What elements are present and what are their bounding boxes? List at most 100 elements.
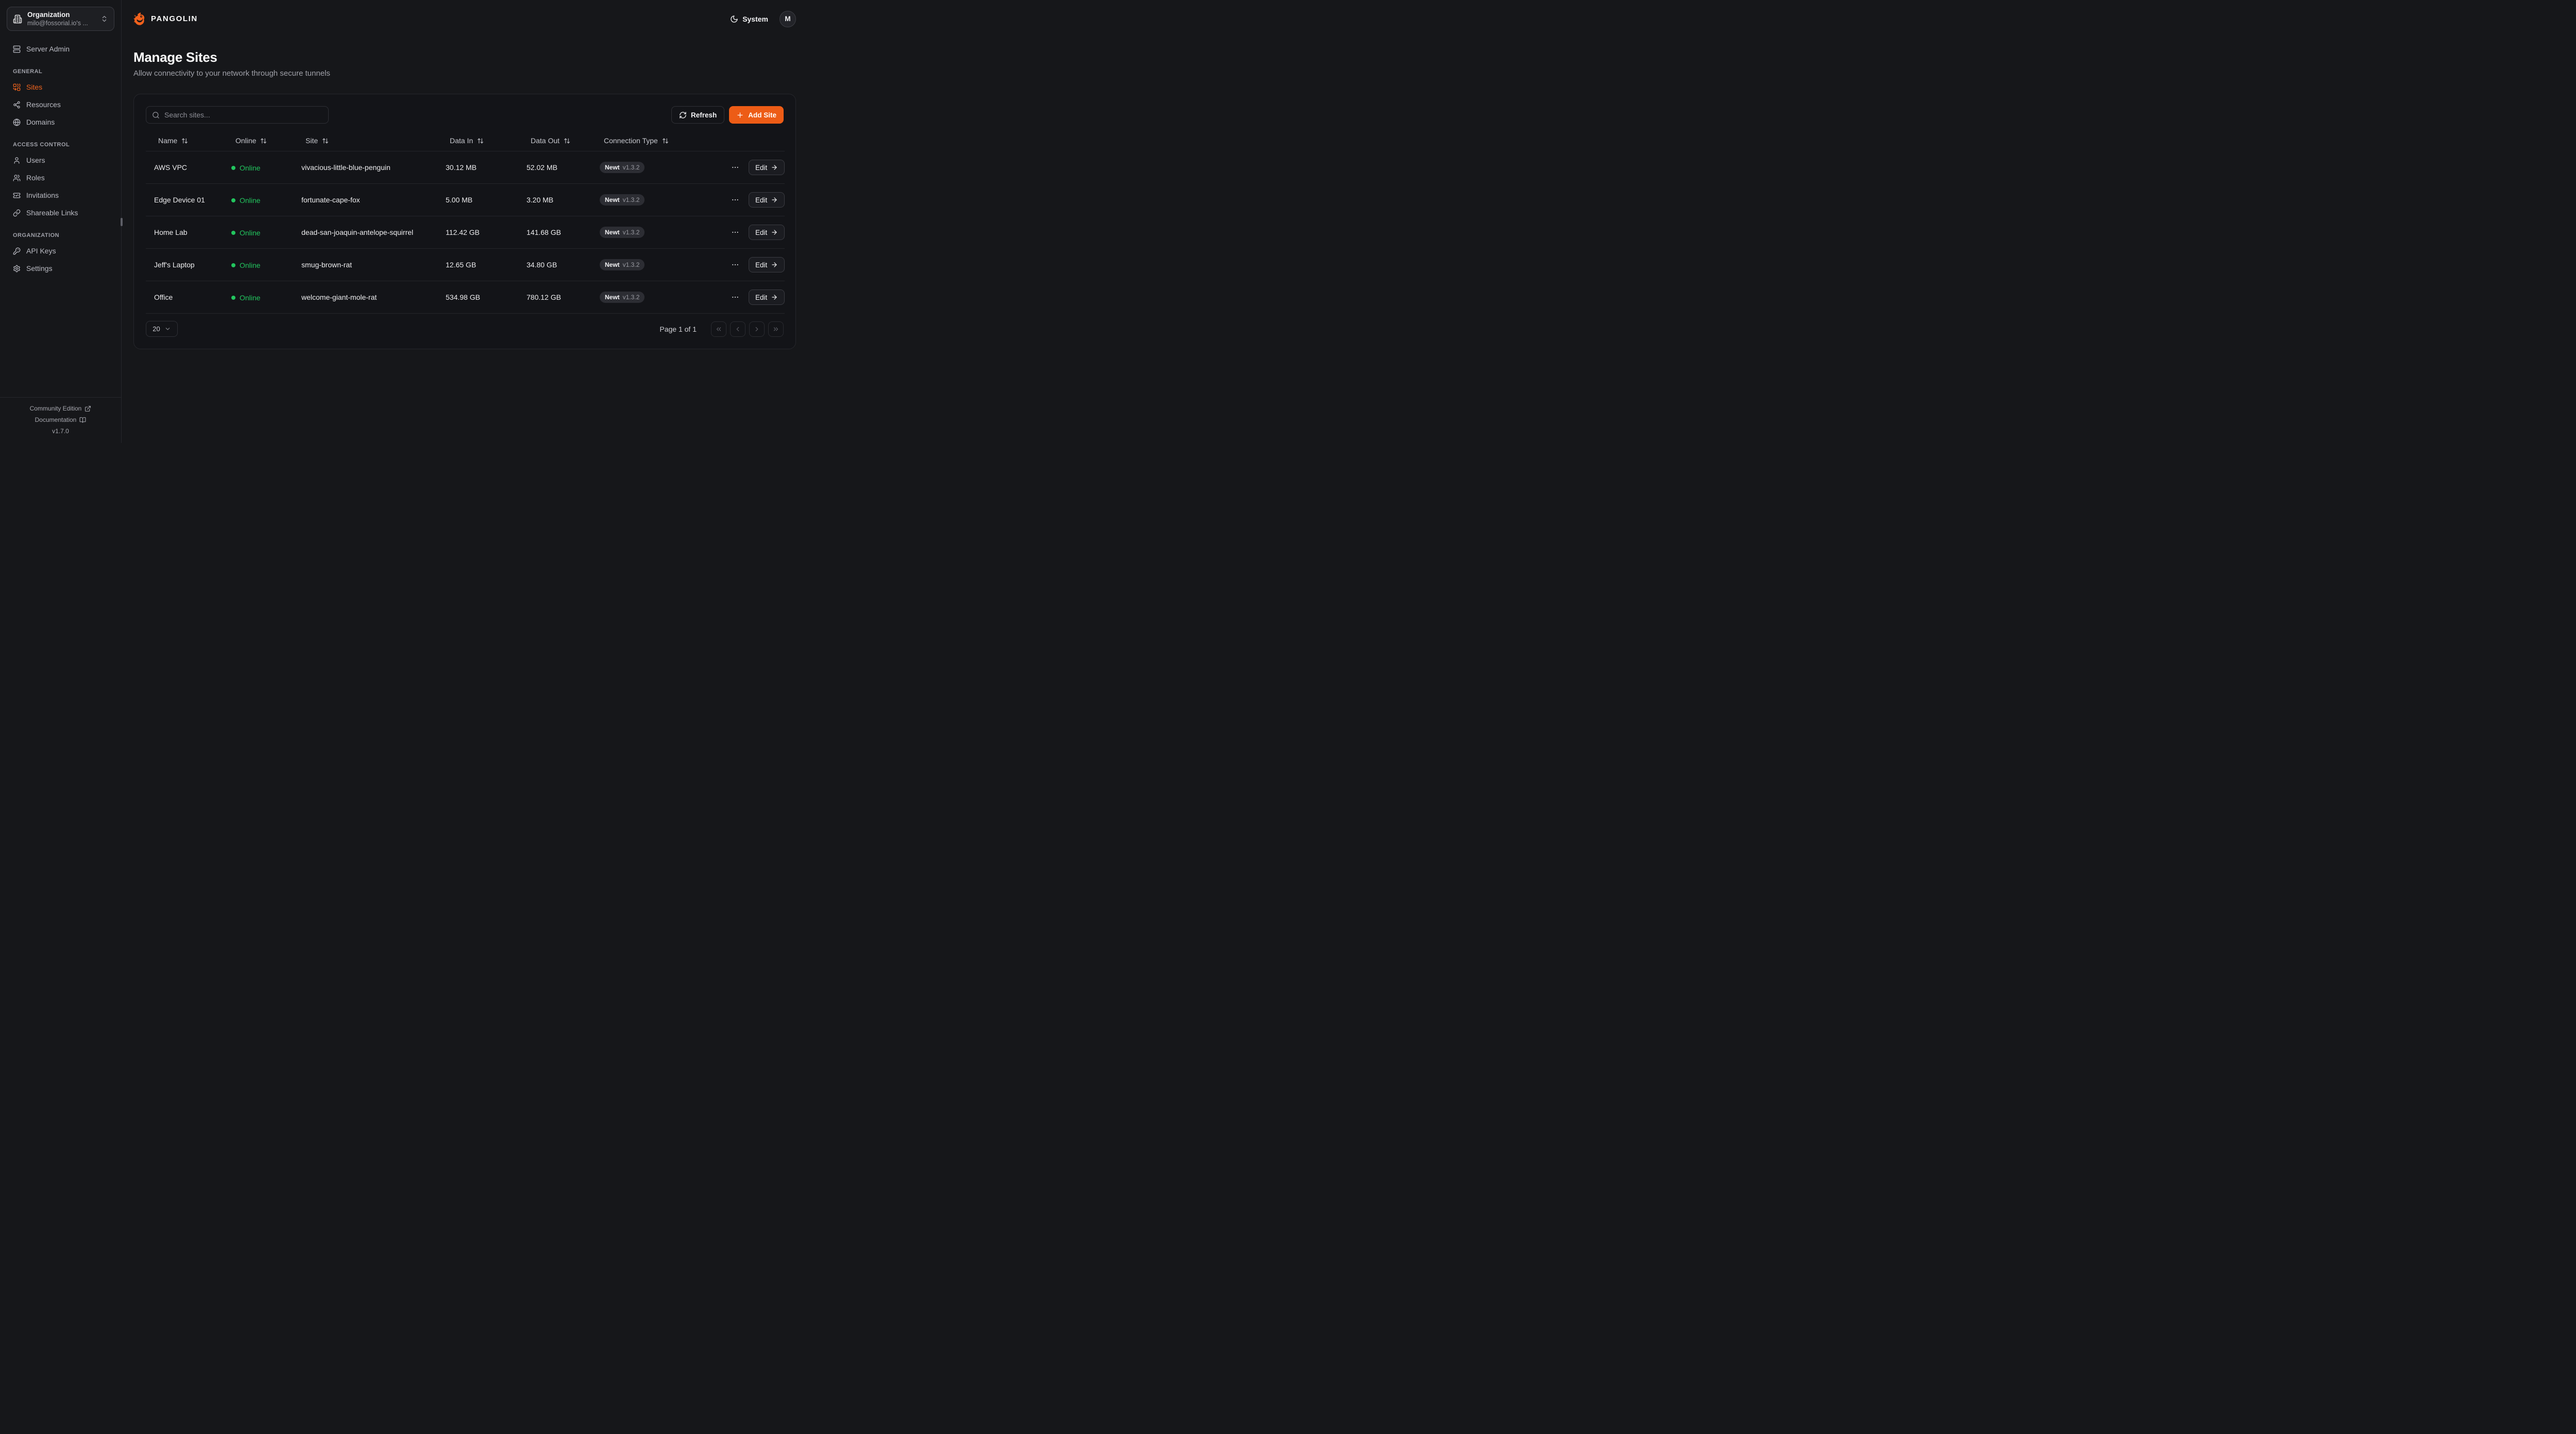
- add-site-label: Add Site: [748, 111, 776, 119]
- sidebar-item-label: Server Admin: [26, 45, 70, 53]
- sidebar-item-invitations[interactable]: Invitations: [6, 187, 115, 203]
- sidebar-item-label: Shareable Links: [26, 209, 78, 217]
- cell-edit: Edit: [740, 248, 785, 281]
- cell-online: Online: [223, 248, 293, 281]
- sidebar-item-settings[interactable]: Settings: [6, 260, 115, 277]
- first-page-button[interactable]: [711, 321, 726, 337]
- add-site-button[interactable]: Add Site: [729, 106, 784, 124]
- avatar-initial: M: [785, 15, 791, 23]
- cell-site: vivacious-little-blue-penguin: [293, 151, 437, 184]
- header-data-in[interactable]: Data In: [437, 130, 518, 151]
- connection-badge: Newt v1.3.2: [600, 292, 645, 303]
- ellipsis-icon: [731, 196, 739, 204]
- globe-icon: [13, 118, 21, 126]
- row-menu-button[interactable]: [729, 259, 740, 271]
- header-connection-type[interactable]: Connection Type: [591, 130, 721, 151]
- documentation-link[interactable]: Documentation: [0, 414, 121, 425]
- sidebar-resize-handle[interactable]: [121, 218, 123, 226]
- cell-data-in: 30.12 MB: [437, 151, 518, 184]
- cell-connection: Newt v1.3.2: [591, 216, 721, 249]
- edit-button[interactable]: Edit: [749, 225, 785, 240]
- user-icon: [13, 157, 21, 164]
- share-icon: [13, 101, 21, 109]
- sort-icon: [322, 138, 329, 144]
- row-menu-button[interactable]: [729, 226, 740, 238]
- theme-toggle[interactable]: System: [730, 15, 768, 23]
- cell-connection: Newt v1.3.2: [591, 151, 721, 184]
- header-site[interactable]: Site: [293, 130, 437, 151]
- sidebar-item-server-admin[interactable]: Server Admin: [6, 41, 115, 57]
- cell-online: Online: [223, 183, 293, 216]
- edit-button[interactable]: Edit: [749, 289, 785, 305]
- section-label-organization: ORGANIZATION: [13, 232, 60, 238]
- page-size-value: 20: [152, 325, 160, 333]
- card-toolbar: Refresh Add Site: [146, 106, 784, 124]
- chevron-right-icon: [753, 326, 760, 333]
- sidebar-item-sites[interactable]: Sites: [6, 79, 115, 95]
- pager: Page 1 of 1: [659, 321, 784, 337]
- edit-button[interactable]: Edit: [749, 192, 785, 208]
- toolbar-actions: Refresh Add Site: [671, 106, 784, 124]
- cell-online: Online: [223, 216, 293, 249]
- connection-badge: Newt v1.3.2: [600, 162, 645, 173]
- chevron-left-icon: [734, 326, 741, 333]
- sort-icon: [181, 138, 188, 144]
- page-size-select[interactable]: 20: [146, 321, 178, 337]
- cell-edit: Edit: [740, 281, 785, 314]
- table-row: Jeff's Laptop Online smug-brown-rat 12.6…: [146, 248, 785, 281]
- sidebar-item-api-keys[interactable]: API Keys: [6, 243, 115, 259]
- sidebar-item-resources[interactable]: Resources: [6, 96, 115, 113]
- org-selector-value: milo@fossorial.io's ...: [27, 20, 88, 27]
- external-link-icon: [84, 405, 91, 412]
- community-edition-link[interactable]: Community Edition: [0, 403, 121, 414]
- org-selector-text: Organization milo@fossorial.io's ...: [27, 11, 95, 27]
- section-label-general: GENERAL: [13, 69, 43, 75]
- cell-data-in: 112.42 GB: [437, 216, 518, 249]
- header-data-out[interactable]: Data Out: [518, 130, 591, 151]
- last-page-button[interactable]: [768, 321, 784, 337]
- connection-badge: Newt v1.3.2: [600, 259, 645, 270]
- plus-icon: [736, 111, 744, 119]
- cell-menu: [721, 151, 740, 184]
- previous-page-button[interactable]: [730, 321, 745, 337]
- pangolin-logo[interactable]: PANGOLIN: [133, 12, 198, 26]
- cell-online: Online: [223, 281, 293, 314]
- sidebar-item-label: Sites: [26, 83, 43, 91]
- next-page-button[interactable]: [749, 321, 765, 337]
- sidebar: Organization milo@fossorial.io's ... Ser…: [0, 0, 123, 443]
- search-input[interactable]: [164, 111, 323, 119]
- table-header-row: Name Online Site Data In Data Out Connec…: [146, 130, 785, 151]
- app-version: v1.7.0: [52, 428, 69, 435]
- arrow-right-icon: [771, 196, 778, 203]
- book-open-icon: [79, 417, 86, 423]
- community-edition-label: Community Edition: [29, 405, 82, 412]
- sidebar-item-label: API Keys: [26, 247, 56, 255]
- row-menu-button[interactable]: [729, 291, 740, 303]
- sidebar-item-shareable-links[interactable]: Shareable Links: [6, 204, 115, 221]
- row-menu-button[interactable]: [729, 194, 740, 206]
- header-online[interactable]: Online: [223, 130, 293, 151]
- arrow-right-icon: [771, 294, 778, 301]
- sort-icon: [260, 138, 267, 144]
- topbar: PANGOLIN System M: [122, 0, 808, 38]
- header-name[interactable]: Name: [146, 130, 223, 151]
- cell-edit: Edit: [740, 151, 785, 184]
- sort-icon: [662, 138, 669, 144]
- section-label-access-control: ACCESS CONTROL: [13, 142, 70, 148]
- sort-icon: [564, 138, 570, 144]
- avatar[interactable]: M: [779, 10, 796, 27]
- cell-menu: [721, 281, 740, 314]
- sidebar-item-domains[interactable]: Domains: [6, 114, 115, 130]
- row-menu-button[interactable]: [729, 161, 740, 174]
- edit-button[interactable]: Edit: [749, 257, 785, 272]
- cell-site: fortunate-cape-fox: [293, 183, 437, 216]
- edit-button[interactable]: Edit: [749, 160, 785, 175]
- sidebar-item-roles[interactable]: Roles: [6, 169, 115, 186]
- cell-data-in: 5.00 MB: [437, 183, 518, 216]
- page-subtitle: Allow connectivity to your network throu…: [133, 69, 330, 78]
- sidebar-item-users[interactable]: Users: [6, 152, 115, 168]
- table-row: Edge Device 01 Online fortunate-cape-fox…: [146, 183, 785, 216]
- cell-name: Edge Device 01: [146, 183, 223, 216]
- refresh-button[interactable]: Refresh: [671, 106, 725, 124]
- org-selector[interactable]: Organization milo@fossorial.io's ...: [7, 7, 114, 31]
